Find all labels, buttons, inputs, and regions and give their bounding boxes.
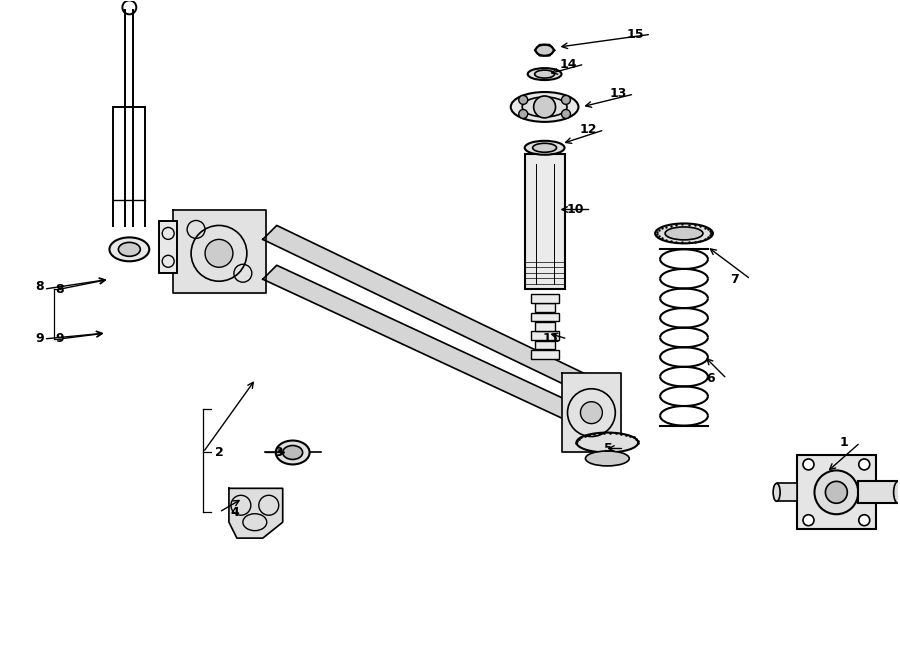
Circle shape xyxy=(803,459,814,470)
Text: 12: 12 xyxy=(580,124,598,136)
Text: 5: 5 xyxy=(604,442,613,455)
Text: 15: 15 xyxy=(626,28,644,41)
Ellipse shape xyxy=(119,243,140,256)
Ellipse shape xyxy=(525,141,564,155)
Text: 1: 1 xyxy=(840,436,849,449)
Text: 9: 9 xyxy=(35,332,44,346)
Polygon shape xyxy=(229,488,283,538)
Ellipse shape xyxy=(665,227,703,240)
Bar xyxy=(531,350,559,359)
Text: 11: 11 xyxy=(543,332,561,346)
Text: 7: 7 xyxy=(731,273,739,286)
Circle shape xyxy=(803,515,814,525)
Text: 8: 8 xyxy=(35,280,44,293)
Ellipse shape xyxy=(894,481,900,503)
Text: 8: 8 xyxy=(55,283,64,295)
Text: 4: 4 xyxy=(230,506,239,519)
Circle shape xyxy=(518,110,527,118)
Circle shape xyxy=(518,95,527,104)
Polygon shape xyxy=(263,225,596,393)
Bar xyxy=(531,294,559,303)
Ellipse shape xyxy=(536,45,554,56)
Ellipse shape xyxy=(110,237,149,261)
Text: 6: 6 xyxy=(706,372,716,385)
Bar xyxy=(859,481,898,503)
Ellipse shape xyxy=(655,223,713,243)
Text: 3: 3 xyxy=(274,446,283,459)
Bar xyxy=(525,154,564,289)
Bar xyxy=(159,221,177,273)
Circle shape xyxy=(534,96,555,118)
Bar xyxy=(777,483,797,501)
Bar xyxy=(531,313,559,321)
Text: 10: 10 xyxy=(567,203,584,216)
Polygon shape xyxy=(173,210,266,293)
Ellipse shape xyxy=(522,97,567,117)
Circle shape xyxy=(205,239,233,267)
Text: 13: 13 xyxy=(609,87,627,100)
Polygon shape xyxy=(562,373,621,453)
Bar xyxy=(535,303,554,312)
Ellipse shape xyxy=(533,143,556,152)
Ellipse shape xyxy=(535,70,554,78)
Ellipse shape xyxy=(527,68,562,80)
Circle shape xyxy=(859,515,869,525)
Ellipse shape xyxy=(773,483,780,501)
Ellipse shape xyxy=(275,440,310,465)
Ellipse shape xyxy=(510,92,579,122)
Text: 2: 2 xyxy=(214,446,223,459)
Circle shape xyxy=(814,471,859,514)
Ellipse shape xyxy=(577,432,638,453)
Circle shape xyxy=(859,459,869,470)
Circle shape xyxy=(562,95,571,104)
Bar xyxy=(535,322,554,330)
Bar xyxy=(159,221,177,273)
Bar xyxy=(535,341,554,350)
Text: 14: 14 xyxy=(560,58,577,71)
Bar xyxy=(531,331,559,340)
Circle shape xyxy=(825,481,847,503)
Circle shape xyxy=(562,110,571,118)
Text: 9: 9 xyxy=(55,332,64,346)
Bar xyxy=(796,455,877,529)
Ellipse shape xyxy=(585,451,629,466)
Circle shape xyxy=(580,402,602,424)
Polygon shape xyxy=(263,265,585,422)
Ellipse shape xyxy=(283,446,302,459)
